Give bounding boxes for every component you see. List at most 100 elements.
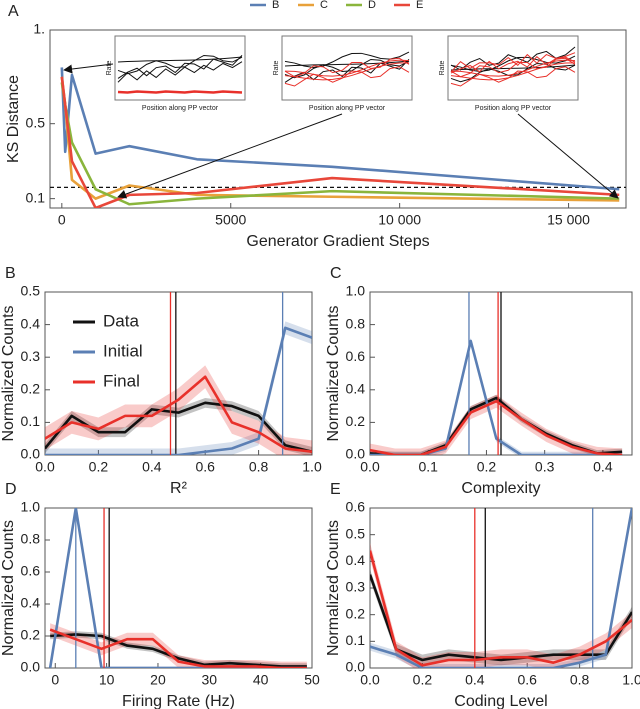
y-axis-label: Normalized Counts [0, 520, 17, 656]
legend-label: Data [103, 311, 139, 330]
series-line [50, 633, 307, 668]
y-tick-label: 1. [33, 21, 45, 37]
series-line [45, 326, 312, 455]
inset-trace [450, 57, 576, 78]
x-tick-label: 0.4 [465, 672, 485, 688]
inset-frame [281, 35, 413, 101]
x-tick-label: 0.0 [360, 459, 380, 475]
y-tick-label: 0.1 [346, 632, 366, 648]
y-tick-label: 0.4 [21, 315, 41, 331]
panel-letter: C [330, 265, 342, 282]
x-tick-label: 1.0 [622, 672, 640, 688]
y-tick-label: 0.6 [21, 563, 41, 579]
y-tick-label: 0.3 [21, 348, 41, 364]
legend-label: C [320, 0, 328, 11]
inset-trace [450, 59, 576, 77]
y-tick-label: 0.0 [346, 659, 366, 675]
x-axis-label: Complexity [461, 480, 540, 497]
x-tick-label: 0.8 [570, 672, 590, 688]
inset-trace [450, 56, 576, 74]
inset-trace [117, 54, 243, 75]
x-axis-label: Coding Level [454, 693, 547, 709]
panel-letter: D [5, 481, 17, 498]
x-tick-label: 0.2 [477, 459, 497, 475]
legend-label: Final [103, 371, 140, 390]
series-line [370, 399, 623, 455]
inset-arrow [517, 113, 619, 199]
x-tick-label: 0.2 [413, 672, 433, 688]
series-line [49, 628, 307, 668]
inset-x-label: Position along PP vector [142, 105, 219, 112]
y-tick-label: 0.2 [21, 627, 41, 643]
x-tick-label: 0.8 [249, 459, 269, 475]
series-line [370, 339, 623, 455]
legend-label: B [272, 0, 279, 11]
y-tick-label: 0.6 [346, 499, 366, 515]
inset-x-label: Position along PP vector [309, 105, 386, 112]
plot-area [48, 508, 307, 668]
y-tick-label: 0.0 [346, 446, 366, 462]
plot-area [370, 292, 623, 455]
y-tick-label: 0.1 [21, 413, 41, 429]
x-tick-label: 0.6 [195, 459, 215, 475]
x-tick-label: 0.0 [35, 459, 55, 475]
plot-frame [49, 29, 627, 209]
y-tick-label: 0.6 [346, 348, 366, 364]
inset-trace [284, 60, 410, 67]
y-tick-label: 0.3 [346, 579, 366, 595]
y-tick-label: 0.8 [346, 315, 366, 331]
inset-trace [284, 62, 410, 81]
inset-y-label: Rate [439, 61, 446, 76]
inset-y-label: Rate [106, 61, 113, 76]
x-tick-label: 5000 [215, 212, 246, 228]
panel-letter: E [330, 481, 341, 498]
x-tick-label: 0.4 [142, 459, 162, 475]
inset-arrow [63, 63, 114, 74]
series-line [370, 574, 632, 662]
x-axis-label: R² [170, 480, 188, 497]
y-tick-label: 0.2 [21, 381, 41, 397]
inset-y-label: Rate [273, 61, 280, 76]
y-axis-label: Normalized Counts [0, 305, 17, 441]
x-tick-label: 0 [58, 212, 66, 228]
series-line [60, 67, 620, 191]
plot-area [370, 508, 632, 668]
y-axis-label: KS Distance [5, 75, 22, 163]
legend-label: Initial [103, 341, 143, 360]
inset-trace [117, 90, 243, 94]
y-tick-label: 0.5 [346, 525, 366, 541]
x-axis-label: Generator Gradient Steps [246, 233, 429, 250]
inset-x-label: Position along PP vector [475, 105, 552, 112]
y-tick-label: 0.2 [346, 605, 366, 621]
y-tick-label: 0.5 [21, 283, 41, 299]
x-tick-label: 0.1 [418, 459, 438, 475]
x-tick-label: 40 [253, 672, 269, 688]
error-band [370, 394, 623, 455]
x-axis-label: Firing Rate (Hz) [122, 693, 235, 709]
panel-letter: A [8, 3, 19, 20]
y-tick-label: 0.8 [21, 531, 41, 547]
x-tick-label: 15 000 [547, 212, 590, 228]
series-line [370, 508, 632, 668]
x-tick-label: 10 000 [378, 212, 421, 228]
panel-letter: B [5, 265, 16, 282]
y-tick-label: 0.5 [26, 114, 46, 130]
x-tick-label: 30 [202, 672, 218, 688]
series-line [60, 76, 620, 208]
x-tick-label: 0.3 [535, 459, 555, 475]
x-tick-label: 0.4 [593, 459, 613, 475]
inset-trace [117, 61, 243, 83]
y-tick-label: 1.0 [21, 499, 41, 515]
y-axis-label: Normalized Counts [325, 520, 342, 656]
inset-trace [117, 56, 243, 63]
x-tick-label: 1.0 [302, 459, 322, 475]
x-tick-label: 50 [304, 672, 320, 688]
series-line [370, 550, 632, 667]
y-tick-label: 0.4 [346, 381, 366, 397]
y-tick-label: 0.0 [21, 659, 41, 675]
x-tick-label: 0 [51, 672, 59, 688]
inset-trace [450, 64, 576, 71]
y-tick-label: 0.0 [21, 446, 41, 462]
plot-area [45, 292, 312, 455]
